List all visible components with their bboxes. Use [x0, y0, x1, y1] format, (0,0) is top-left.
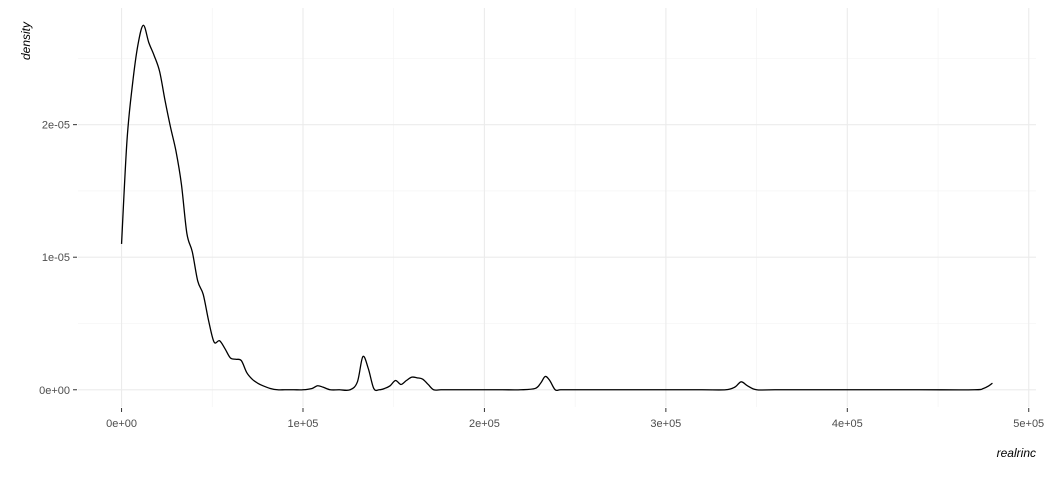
x-tick-label: 1e+05: [288, 418, 319, 430]
x-tick-label: 0e+00: [106, 418, 137, 430]
x-tick-label: 5e+05: [1013, 418, 1044, 430]
y-tick-labels: 0e+00 1e-05 2e-05: [39, 120, 70, 397]
minor-gridlines: [78, 8, 1036, 407]
x-tick-label: 3e+05: [650, 418, 681, 430]
y-tick-label: 0e+00: [39, 385, 70, 397]
x-tick-labels: 0e+00 1e+05 2e+05 3e+05 4e+05 5e+05: [106, 418, 1044, 430]
series-layer: [122, 25, 993, 390]
density-line-series-0: [122, 25, 993, 390]
axis-ticks: [73, 125, 1029, 412]
y-tick-label: 1e-05: [42, 252, 70, 264]
x-tick-label: 4e+05: [832, 418, 863, 430]
y-tick-label: 2e-05: [42, 120, 70, 132]
x-axis-title: realrinc: [997, 446, 1036, 460]
major-gridlines: [78, 8, 1036, 407]
x-tick-label: 2e+05: [469, 418, 500, 430]
y-axis-title: density: [19, 21, 33, 60]
